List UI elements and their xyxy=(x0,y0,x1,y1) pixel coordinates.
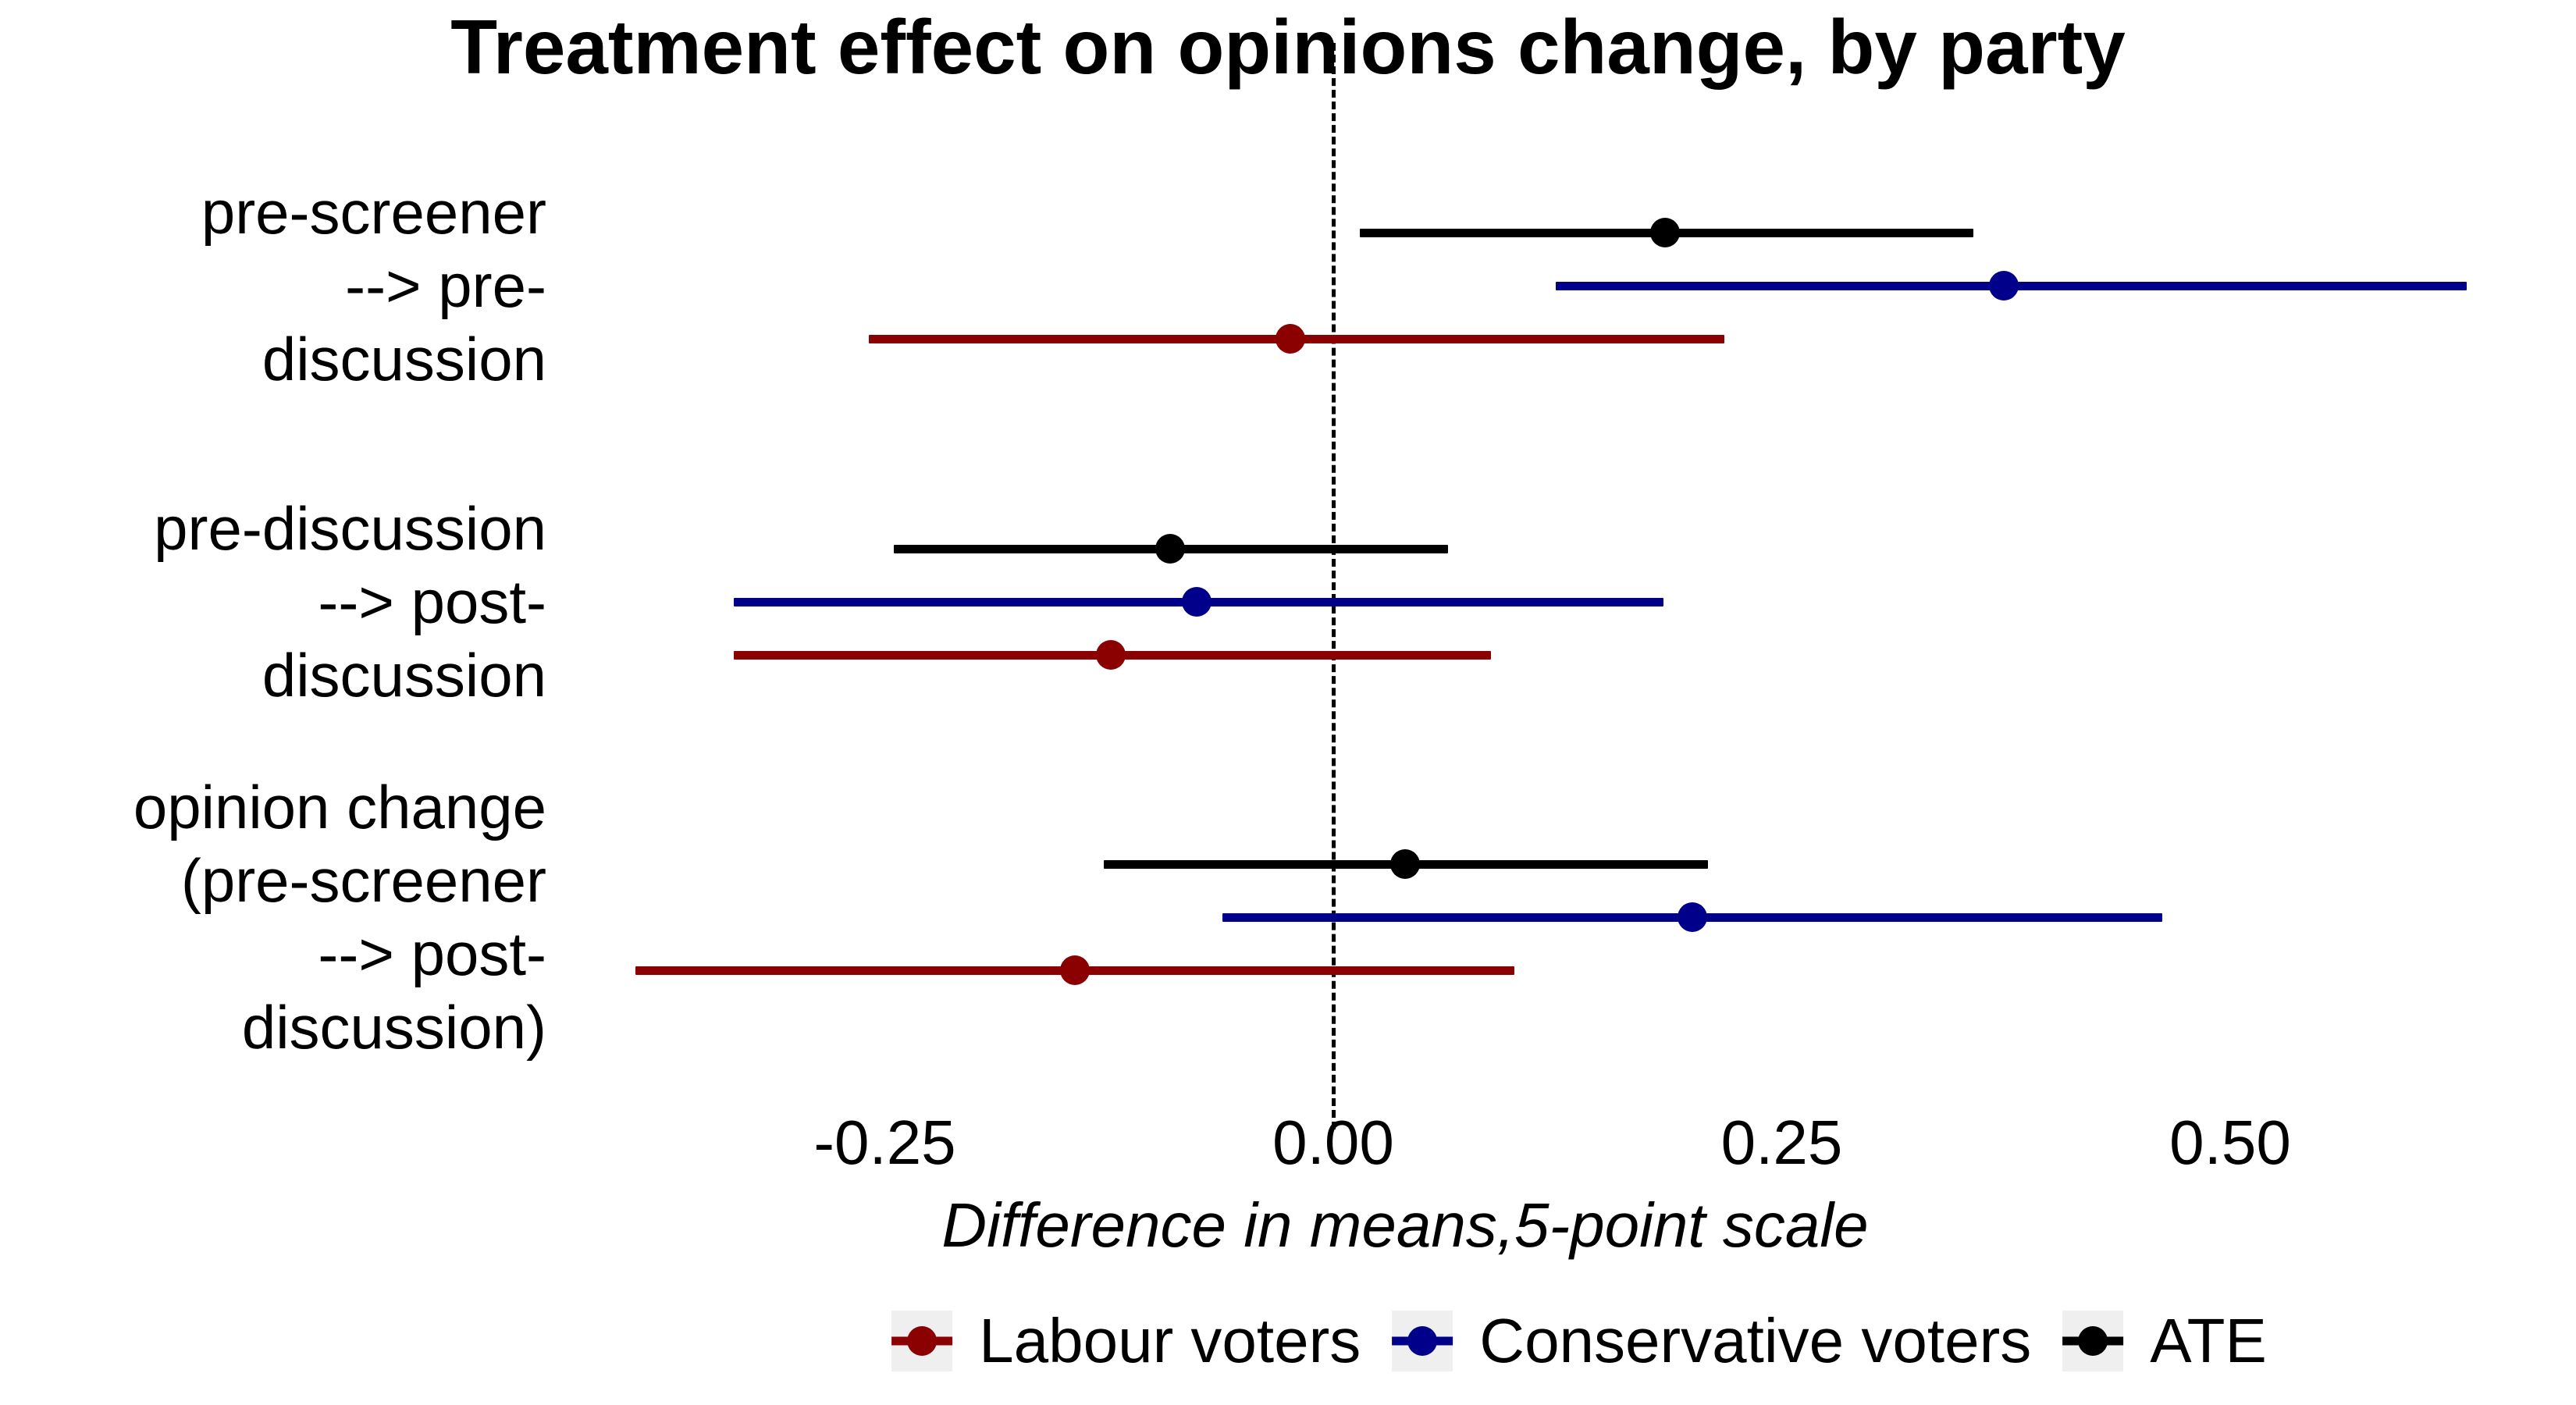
y-axis-label-line: discussion xyxy=(262,641,546,710)
legend-item-labour-voters: Labour voters xyxy=(891,1305,1361,1377)
y-axis-label-line: discussion xyxy=(262,325,546,393)
y-axis-label-line: opinion change xyxy=(133,773,546,841)
point-estimate-dot xyxy=(1182,587,1212,617)
legend-key-dot xyxy=(2078,1326,2108,1356)
legend-key-dot xyxy=(1407,1326,1438,1356)
x-tick-label: 0.25 xyxy=(1720,1108,1843,1177)
legend-key-pointrange-icon xyxy=(2062,1311,2124,1371)
y-axis-label-line: discussion) xyxy=(241,993,546,1062)
legend-key-dot xyxy=(907,1326,938,1356)
legend-key-pointrange-icon xyxy=(891,1311,953,1371)
point-estimate-dot xyxy=(1989,271,2019,301)
point-estimate-dot xyxy=(1389,849,1420,879)
legend-label: Labour voters xyxy=(979,1306,1361,1375)
legend: Labour voters Conservative voters ATE xyxy=(891,1305,2267,1377)
legend-key-pointrange-icon xyxy=(1392,1311,1453,1371)
point-estimate-dot xyxy=(1060,955,1091,985)
point-estimate-dot xyxy=(1677,902,1707,932)
x-tick-label: 0.00 xyxy=(1272,1108,1394,1177)
y-axis-label-line: (pre-screener xyxy=(180,846,546,915)
legend-item-conservative-voters: Conservative voters xyxy=(1392,1305,2031,1377)
point-estimate-dot xyxy=(1155,534,1185,564)
x-tick-label: 0.50 xyxy=(2169,1108,2291,1177)
y-axis-label-line: pre-discussion xyxy=(154,494,546,563)
y-axis-label-group-1: pre-screener --> pre- discussion xyxy=(0,176,546,396)
chart-title: Treatment effect on opinions change, by … xyxy=(450,4,2126,90)
point-estimate-dot xyxy=(1650,218,1681,247)
legend-label: ATE xyxy=(2150,1306,2267,1375)
y-axis-label-line: --> pre- xyxy=(345,251,546,320)
y-axis-label-line: pre-screener xyxy=(201,178,546,247)
point-estimate-dot xyxy=(1275,324,1305,354)
point-estimate-dot xyxy=(1096,640,1126,670)
legend-item-ate: ATE xyxy=(2062,1305,2267,1377)
y-axis-label-line: --> post- xyxy=(318,919,546,988)
x-tick-label: -0.25 xyxy=(813,1108,956,1177)
y-axis-label-line: --> post- xyxy=(318,567,546,636)
x-axis-title: Difference in means,5-point scale xyxy=(941,1190,1869,1260)
y-axis-label-group-3: opinion change (pre-screener --> post- d… xyxy=(0,770,546,1064)
zero-reference-line xyxy=(1332,43,1336,1129)
y-axis-label-group-2: pre-discussion --> post- discussion xyxy=(0,492,546,712)
legend-label: Conservative voters xyxy=(1479,1306,2032,1375)
